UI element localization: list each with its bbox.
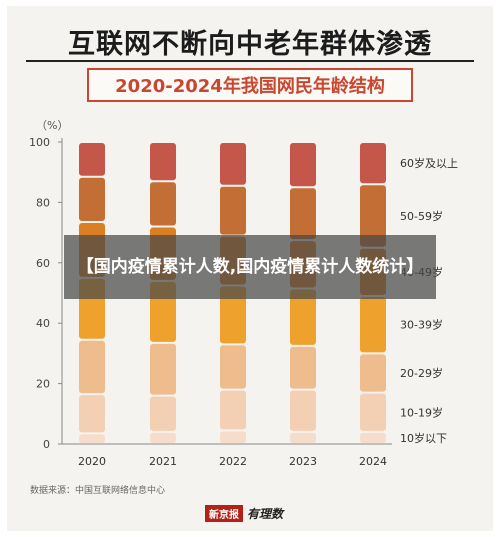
bar-segment bbox=[220, 286, 246, 344]
legend-label: 10-19岁 bbox=[400, 405, 443, 419]
legend-label: 30-39岁 bbox=[400, 318, 443, 332]
legend-label: 50-59岁 bbox=[400, 209, 443, 223]
bar-segment bbox=[290, 432, 316, 443]
bar-segment bbox=[220, 431, 246, 443]
bar-segment bbox=[360, 354, 386, 392]
bar-segment bbox=[79, 143, 105, 176]
bar-segment bbox=[290, 346, 316, 389]
bar-segment bbox=[360, 393, 386, 431]
bar-segment bbox=[79, 434, 105, 443]
bar-segment bbox=[79, 395, 105, 433]
bar-segment bbox=[360, 297, 386, 353]
bar-segment bbox=[220, 143, 246, 185]
x-tick-label: 2021 bbox=[149, 455, 177, 468]
bar-segment bbox=[150, 143, 176, 181]
bar-segment bbox=[220, 345, 246, 389]
y-tick-label: 0 bbox=[43, 438, 50, 451]
bar-segment bbox=[79, 177, 105, 222]
bar-segment bbox=[220, 390, 246, 430]
y-tick-label: 80 bbox=[36, 196, 50, 209]
legend-label: 10岁以下 bbox=[400, 431, 447, 445]
legend-label: 20-29岁 bbox=[400, 366, 443, 380]
bar-segment bbox=[220, 186, 246, 235]
overlay-banner-text: 【国内疫情累计人数,国内疫情累计人数统计】 bbox=[76, 257, 424, 277]
x-tick-label: 2024 bbox=[359, 455, 387, 468]
overlay-banner: 【国内疫情累计人数,国内疫情累计人数统计】 bbox=[64, 235, 436, 299]
y-tick-label: 40 bbox=[36, 317, 50, 330]
chart-subtitle: 2020-2024年我国网民年龄结构 bbox=[87, 68, 413, 102]
bar-segment bbox=[290, 390, 316, 431]
y-tick-label: 60 bbox=[36, 257, 50, 270]
bar-segment bbox=[290, 143, 316, 187]
bar-segment bbox=[290, 289, 316, 345]
title-divider bbox=[26, 60, 474, 62]
bar-segment bbox=[360, 143, 386, 184]
bar-segment bbox=[150, 396, 176, 431]
data-source: 数据来源：中国互联网络信息中心 bbox=[30, 486, 166, 496]
bar-segment bbox=[290, 188, 316, 240]
y-axis-unit: （%） bbox=[36, 119, 69, 132]
brand-footer: 新京报 有理数 bbox=[205, 504, 284, 522]
x-tick-label: 2020 bbox=[78, 455, 106, 468]
brand-logo-script: 有理数 bbox=[247, 506, 284, 521]
legend-label: 60岁及以上 bbox=[400, 156, 458, 170]
bar-segment bbox=[79, 340, 105, 394]
page-title: 互联网不断向中老年群体渗透 bbox=[68, 29, 432, 60]
bar-segment bbox=[150, 432, 176, 443]
bar-segment bbox=[150, 343, 176, 395]
bar-segment bbox=[360, 432, 386, 443]
bar-segment bbox=[360, 185, 386, 247]
x-tick-label: 2023 bbox=[289, 455, 317, 468]
y-tick-label: 100 bbox=[29, 136, 50, 149]
x-tick-label: 2022 bbox=[219, 455, 247, 468]
y-tick-label: 20 bbox=[36, 378, 50, 391]
bar-segment bbox=[150, 182, 176, 226]
brand-logo: 新京报 bbox=[205, 504, 243, 522]
